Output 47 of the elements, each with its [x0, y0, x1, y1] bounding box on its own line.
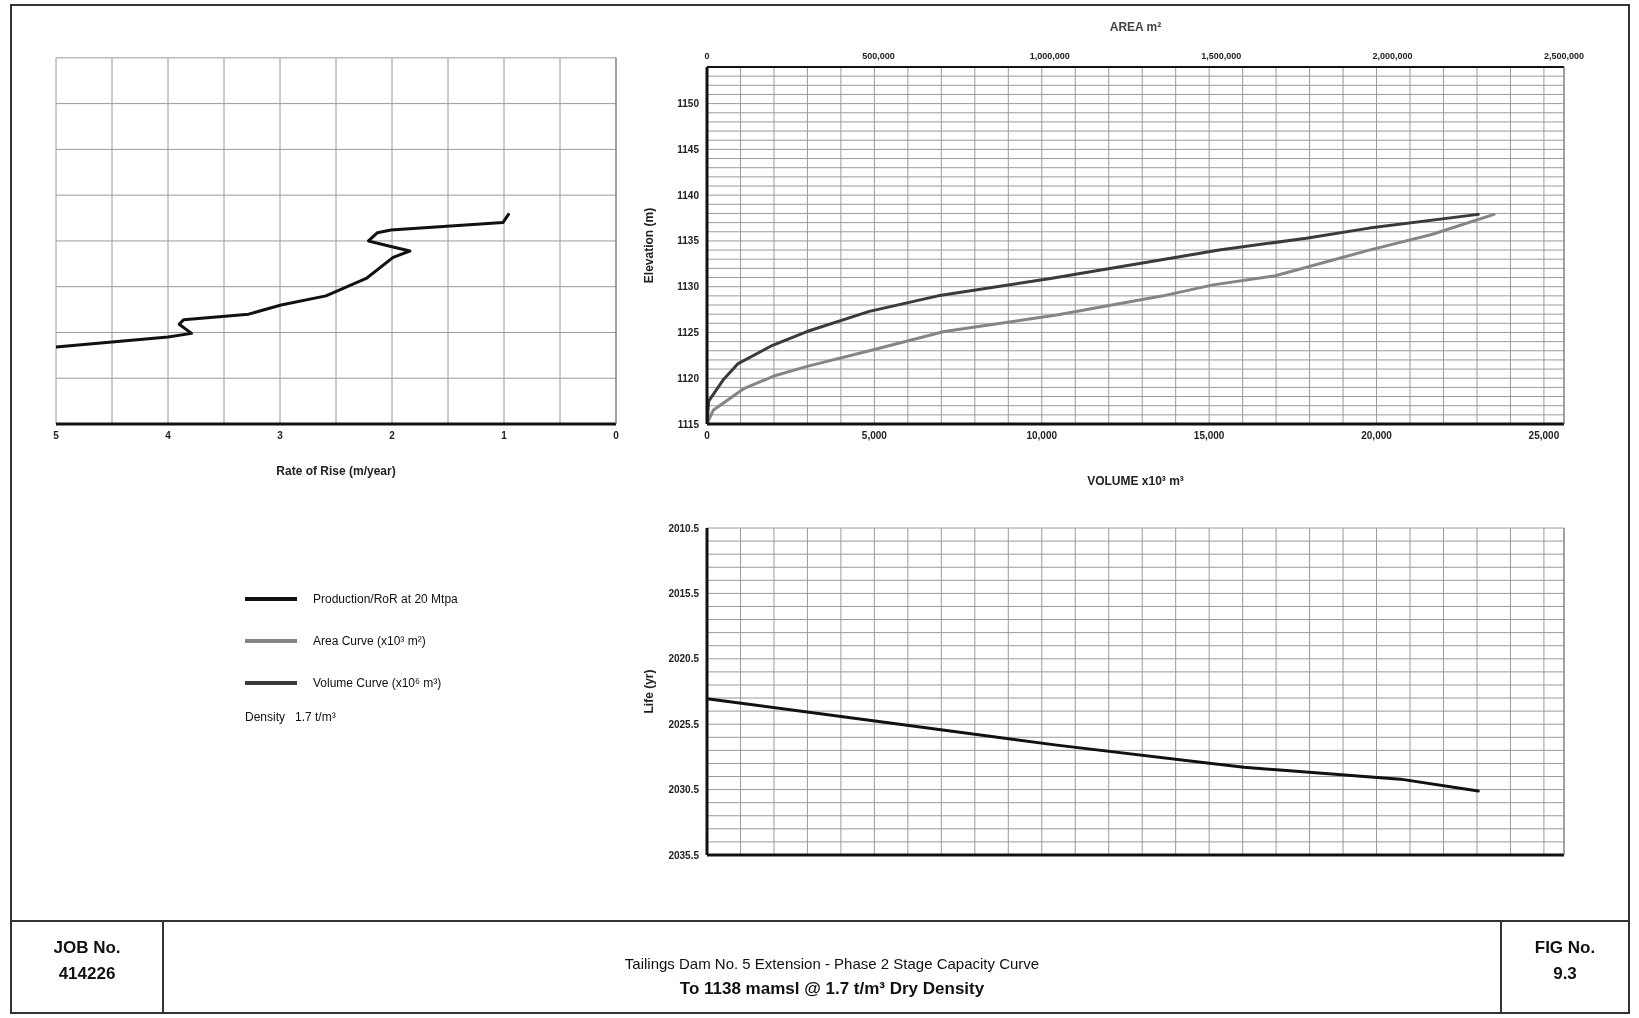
x-tick-label: 10,000 [1026, 430, 1058, 442]
y-tick-label: 1150 [677, 98, 700, 110]
x2-axis-title: AREA m² [1109, 19, 1162, 34]
x-tick-label: 4 [165, 430, 172, 442]
text: FIG No. [1533, 937, 1597, 959]
legend-label: Production/RoR at 20 Mtpa [313, 592, 458, 606]
y-axis-title: Elevation (m) [642, 207, 657, 284]
y-tick-label: 1115 [677, 418, 700, 430]
y-tick-label: 2035.5 [668, 849, 700, 861]
text: 414226 [57, 963, 117, 985]
y-tick-label: 1135 [677, 235, 700, 247]
x2-tick-label: 1,500,000 [1201, 51, 1242, 61]
text: Tailings Dam No. 5 Extension - Phase 2 Stage Capacity Curve [623, 954, 1041, 974]
x2-tick-label: 1,000,000 [1029, 51, 1070, 61]
text: Density 1.7 t/m³ [245, 710, 337, 724]
y-tick-label: 2030.5 [668, 784, 700, 796]
x-tick-label: 5 [53, 430, 60, 442]
x2-tick-label: 2,000,000 [1372, 51, 1413, 61]
y-axis-title: Life (yr) [642, 669, 657, 714]
y-tick-label: 1120 [677, 372, 700, 384]
y-tick-label: 2010.5 [668, 522, 700, 534]
x-tick-label: 0 [704, 430, 711, 442]
x-tick-label: 1 [501, 430, 508, 442]
x-axis-title: VOLUME x10³ m³ [1087, 474, 1184, 488]
x2-tick-label: 2,500,000 [1543, 51, 1585, 61]
y-tick-label: 1125 [677, 327, 700, 339]
x-tick-label: 5,000 [861, 430, 888, 442]
y-tick-label: 2020.5 [668, 653, 700, 665]
x2-tick-label: 500,000 [862, 51, 895, 61]
text: 9.3 [1552, 963, 1578, 985]
x-tick-label: 0 [613, 430, 620, 442]
y-tick-label: 1145 [677, 143, 700, 155]
x-tick-label: 25,000 [1528, 430, 1560, 442]
legend-label: Volume Curve (x10⁶ m³) [313, 676, 442, 690]
y-tick-label: 1140 [677, 189, 700, 201]
text: JOB No. [52, 937, 122, 959]
y-tick-label: 2025.5 [668, 718, 700, 730]
legend-label: Area Curve (x10³ m²) [313, 634, 426, 648]
x-axis-title: Rate of Rise (m/year) [276, 464, 396, 478]
x-tick-label: 2 [389, 430, 396, 442]
y-tick-label: 1130 [677, 281, 700, 293]
x-tick-label: 20,000 [1361, 430, 1393, 442]
x-tick-label: 15,000 [1193, 430, 1225, 442]
y-tick-label: 2015.5 [668, 587, 700, 599]
text: To 1138 mamsl @ 1.7 t/m³ Dry Density [678, 978, 986, 1000]
x2-tick-label: 0 [704, 51, 710, 61]
x-tick-label: 3 [277, 430, 284, 442]
